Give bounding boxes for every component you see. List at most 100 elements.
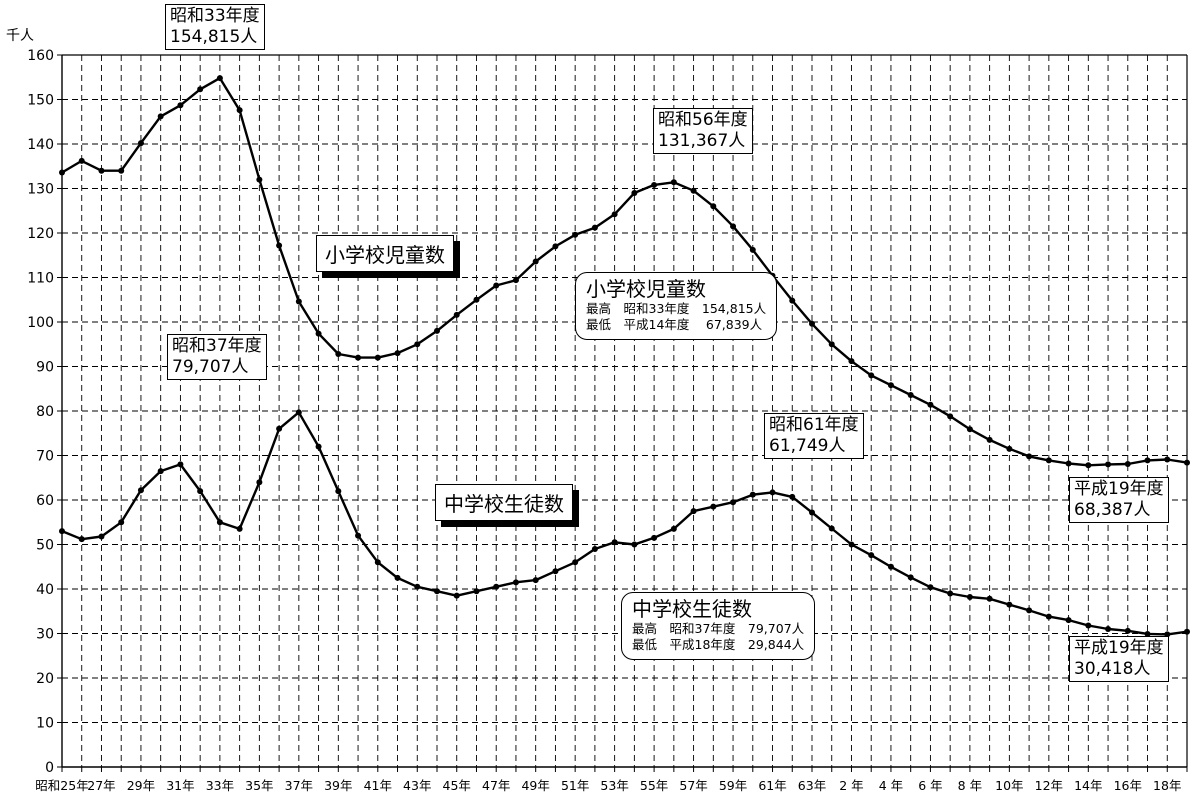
y-tick-label: 50 — [36, 538, 54, 554]
data-point-elementary — [394, 350, 401, 357]
data-point-elementary — [512, 277, 519, 284]
data-point-elementary — [631, 189, 638, 196]
data-point-junior — [651, 534, 658, 541]
data-point-elementary — [295, 298, 302, 305]
data-point-elementary — [1006, 445, 1013, 452]
data-point-junior — [493, 583, 500, 590]
data-point-junior — [828, 525, 835, 532]
data-point-elementary — [730, 223, 737, 230]
data-point-elementary — [315, 330, 322, 337]
x-tick-label: 43年 — [403, 778, 431, 793]
data-point-elementary — [552, 243, 559, 250]
data-point-elementary — [157, 113, 164, 120]
data-point-junior — [927, 584, 934, 591]
data-point-elementary — [137, 140, 144, 147]
data-point-junior — [98, 533, 105, 540]
y-tick-label: 140 — [27, 137, 54, 153]
x-tick-label: 55年 — [640, 778, 668, 793]
summary-box-elementary: 小学校児童数 最高 昭和33年度 154,815人 最低 平成14年度 67,8… — [575, 272, 778, 340]
data-point-junior — [730, 499, 737, 506]
data-point-elementary — [256, 176, 263, 183]
data-point-junior — [394, 574, 401, 581]
data-point-junior — [789, 493, 796, 500]
data-point-elementary — [493, 282, 500, 289]
data-point-elementary — [749, 246, 756, 253]
x-tick-label: 53年 — [600, 778, 628, 793]
x-tick-label: 49年 — [521, 778, 549, 793]
y-tick-label: 120 — [27, 226, 54, 242]
data-point-elementary — [1124, 460, 1131, 467]
data-point-junior — [572, 559, 579, 566]
y-tick-label: 0 — [45, 760, 54, 776]
data-point-junior — [1164, 631, 1171, 638]
x-tick-label: 39年 — [324, 778, 352, 793]
y-tick-label: 150 — [27, 93, 54, 109]
data-point-elementary — [453, 311, 460, 318]
series-line-elementary — [61, 76, 1188, 467]
y-tick-label: 160 — [27, 48, 54, 64]
data-point-elementary — [1026, 453, 1033, 460]
annotation-junior-peak: 昭和37年度 79,707人 — [167, 334, 267, 380]
data-point-junior — [1124, 627, 1131, 634]
data-point-junior — [749, 491, 756, 498]
data-point-elementary — [1164, 456, 1171, 463]
x-tick-label: 61年 — [758, 778, 786, 793]
data-point-junior — [453, 592, 460, 599]
annotation-elementary-second-peak: 昭和56年度 131,367人 — [653, 108, 753, 154]
annotation-junior-second-peak: 昭和61年度 61,749人 — [764, 413, 864, 459]
data-point-junior — [374, 559, 381, 566]
summary-box-junior: 中学校生徒数 最高 昭和37年度 79,707人 最低 平成18年度 29,84… — [621, 592, 816, 660]
data-point-elementary — [216, 75, 223, 82]
data-point-junior — [986, 595, 993, 602]
data-point-junior — [355, 532, 362, 539]
data-point-elementary — [710, 203, 717, 210]
y-unit-label: 千人 — [6, 28, 34, 44]
x-tick-label: 18年 — [1153, 778, 1181, 793]
x-tick-label: 51年 — [561, 778, 589, 793]
data-point-junior — [611, 539, 618, 546]
data-point-junior — [710, 503, 717, 510]
x-tick-label: 33年 — [206, 778, 234, 793]
data-point-elementary — [335, 351, 342, 358]
data-point-elementary — [276, 242, 283, 249]
data-point-junior — [512, 579, 519, 586]
data-point-elementary — [670, 179, 677, 186]
x-tick-label: 47年 — [482, 778, 510, 793]
data-point-elementary — [532, 258, 539, 265]
x-tick-label: 12年 — [1035, 778, 1063, 793]
x-tick-label: 29年 — [127, 778, 155, 793]
y-tick-label: 130 — [27, 182, 54, 198]
data-point-elementary — [611, 211, 618, 218]
x-tick-label: 昭和25年 — [35, 778, 88, 793]
y-tick-label: 100 — [27, 315, 54, 331]
data-point-junior — [887, 563, 894, 570]
data-point-elementary — [1105, 461, 1112, 468]
x-tick-label: 10年 — [995, 778, 1023, 793]
data-point-elementary — [236, 107, 243, 114]
data-point-junior — [690, 508, 697, 515]
x-tick-label: 14年 — [1074, 778, 1102, 793]
data-point-junior — [1065, 617, 1072, 624]
x-tick-label: 27年 — [87, 778, 115, 793]
data-point-junior — [1144, 630, 1151, 637]
data-point-elementary — [1184, 459, 1190, 466]
data-point-elementary — [591, 224, 598, 231]
data-point-junior — [157, 468, 164, 475]
data-point-junior — [769, 489, 776, 496]
data-point-elementary — [809, 320, 815, 327]
data-point-junior — [236, 525, 243, 532]
data-point-elementary — [59, 169, 65, 176]
data-point-elementary — [414, 341, 421, 348]
data-point-junior — [670, 525, 677, 532]
data-point-elementary — [197, 86, 204, 93]
data-point-elementary — [118, 167, 125, 174]
y-tick-label: 30 — [36, 627, 54, 643]
data-point-elementary — [651, 181, 658, 188]
data-point-elementary — [887, 382, 894, 389]
x-tick-label: 31年 — [166, 778, 194, 793]
data-point-elementary — [690, 187, 697, 194]
data-point-elementary — [789, 297, 796, 304]
data-point-junior — [118, 519, 125, 526]
